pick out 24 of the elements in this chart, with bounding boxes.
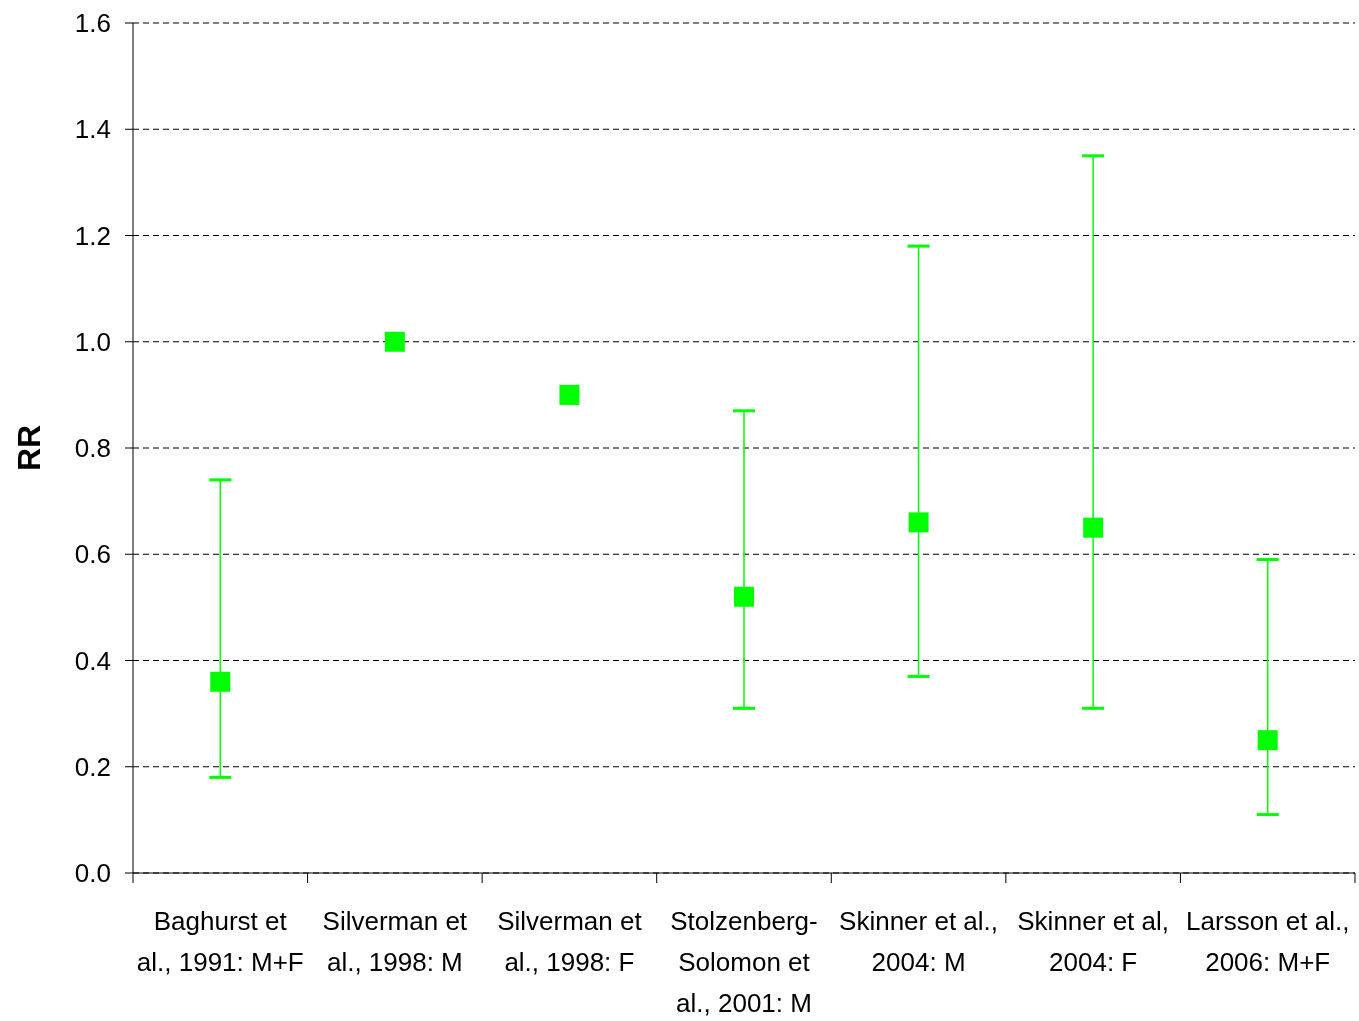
point — [384, 331, 405, 352]
x-tick-label: Silverman et al., 1998: M — [322, 906, 468, 977]
point — [559, 384, 580, 405]
x-tick-label: Baghurst et al., 1991: M+F — [136, 906, 304, 977]
y-tick-label: 0.8 — [74, 433, 111, 464]
x-tick-label: Stolzenberg-Solomon et al., 2001: M — [670, 906, 818, 1018]
x-tick-label: Larsson et al., 2006: M+F — [1186, 906, 1350, 977]
y-tick-label: 0.4 — [74, 645, 111, 676]
y-tick-label: 1.4 — [74, 114, 111, 145]
x-tick-label: Skinner et al, 2004: F — [1017, 906, 1170, 977]
y-tick-label: 0.6 — [74, 539, 111, 570]
y-tick-label: 0.2 — [74, 751, 111, 782]
y-tick-label: 1.2 — [74, 220, 111, 251]
y-axis-title: RR — [11, 424, 47, 472]
point — [1257, 730, 1278, 751]
x-tick-label: Skinner et al., 2004: M — [839, 906, 999, 977]
point — [1083, 517, 1104, 538]
point — [908, 512, 929, 533]
y-tick-label: 0.0 — [74, 858, 111, 889]
y-tick-label: 1.6 — [74, 8, 111, 39]
point — [734, 586, 754, 607]
x-tick-label: Silverman et al., 1998: F — [497, 906, 643, 977]
y-tick-label: 1.0 — [74, 326, 111, 357]
point — [210, 671, 231, 692]
